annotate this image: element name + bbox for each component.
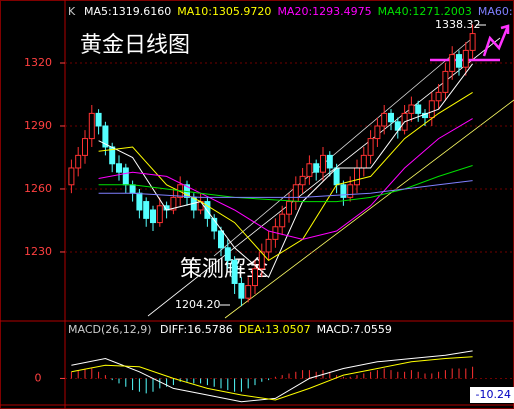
candle-body (143, 201, 150, 219)
candle-body (354, 167, 360, 186)
macd-title: MACD(26,12,9) (68, 323, 152, 336)
target-marker (430, 24, 510, 62)
legend-entry: MA10:1305.9720 (177, 5, 271, 18)
marker-arrow (482, 25, 510, 57)
candle-body (306, 163, 313, 177)
y-tick-label: 0 (35, 371, 42, 384)
legend-entry: DIFF:16.5786 (160, 323, 233, 336)
series-line (71, 356, 473, 401)
readout-label: -10.24 (476, 388, 511, 401)
candle-body (428, 100, 435, 119)
series-line (98, 165, 473, 203)
candle-body (75, 154, 82, 169)
trend-lines (147, 37, 514, 319)
candle-body (224, 247, 231, 261)
candle-body (170, 196, 177, 211)
marker-arrowhead (500, 24, 510, 34)
series-line (98, 91, 473, 262)
legend-entry: MA60: (478, 5, 513, 18)
y-tick-label: 1230 (24, 245, 52, 258)
candle-body (326, 154, 333, 169)
candle-body (292, 184, 299, 203)
candle-body (408, 104, 415, 114)
candle-body (129, 184, 136, 194)
candle-body (231, 259, 238, 284)
candle-body (333, 167, 340, 186)
candle-body (462, 49, 469, 68)
readout-box (470, 387, 514, 403)
y-tick-label: 1260 (24, 182, 52, 195)
legend-entry: DEA:13.0507 (239, 323, 311, 336)
candle-body (245, 285, 252, 299)
candle-body (122, 167, 129, 186)
candle-body (320, 154, 326, 173)
candle-body (265, 238, 272, 253)
trend-line (224, 99, 514, 319)
candle-body (102, 125, 109, 148)
candle-body (456, 54, 462, 68)
legend-entry: MA5:1319.6160 (84, 5, 171, 18)
series-line (98, 63, 474, 279)
candle-body (469, 33, 476, 51)
series-line (98, 180, 473, 198)
candle-body (415, 104, 422, 114)
candle-body (381, 112, 388, 127)
candle-body (95, 112, 102, 127)
candle-body (279, 213, 286, 228)
candle-body (367, 138, 374, 156)
legend-entry: MA40:1271.2003 (378, 5, 472, 18)
header-label: K (68, 5, 76, 18)
candle-body (238, 282, 245, 299)
candle-body (258, 251, 265, 270)
candle-body (136, 192, 143, 211)
series-line (71, 350, 473, 403)
chart-title: 黄金日线图 (80, 33, 190, 58)
candle-body (156, 205, 163, 224)
trend-line (213, 39, 471, 257)
candle-body (340, 184, 347, 198)
candle-body (360, 154, 367, 169)
candle-body (442, 70, 449, 93)
candle-body (388, 112, 394, 123)
candle-body (299, 175, 306, 186)
y-tick-label: 1320 (24, 56, 52, 69)
candle-body (150, 209, 156, 224)
candle-body (286, 201, 292, 215)
candle-body (204, 201, 211, 219)
y-tick-label: 1290 (24, 119, 52, 132)
candle-body (435, 91, 442, 102)
candle-body (374, 125, 381, 140)
max-label: 1338.32 (435, 18, 481, 31)
candle-body (218, 230, 224, 249)
candle-body (82, 138, 88, 156)
candle-body (211, 217, 218, 232)
candle-body (68, 167, 75, 186)
legend-entry: MA20:1293.4975 (277, 5, 371, 18)
candle-body (394, 121, 401, 131)
candle-body (449, 54, 456, 72)
candle-body (252, 268, 258, 287)
candle-body (88, 112, 95, 140)
candle-body (347, 184, 354, 198)
min-label: 1204.20 (175, 298, 221, 311)
series-line (98, 118, 473, 240)
candle-body (313, 163, 320, 173)
trend-line (147, 37, 501, 317)
legend-entry: MACD:7.0559 (317, 323, 392, 336)
candle-body (116, 163, 122, 173)
